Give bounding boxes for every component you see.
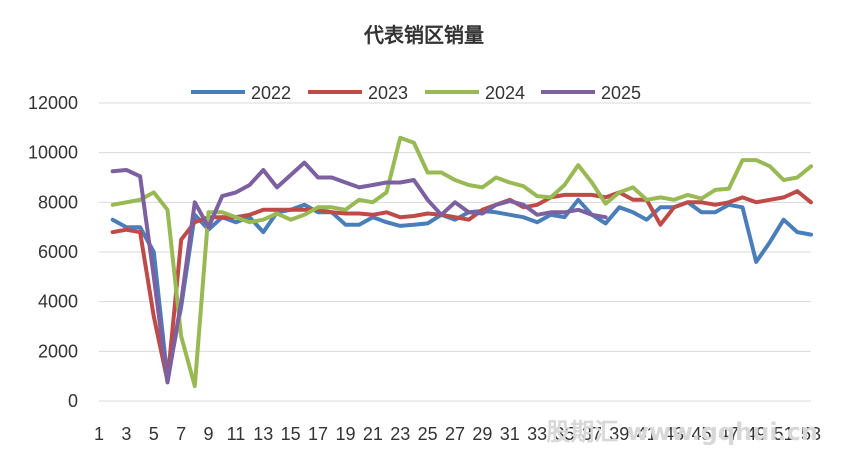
series-line-2022 — [110, 197, 813, 381]
series-line-2024 — [110, 135, 813, 389]
x-axis-tick-labels: 1 3 5 7 9 11 13 15 17 19 21 23 25 27 29 31 33 35 37 39 41 43 4… — [94, 424, 821, 444]
legend-label-2022: 2022 — [251, 83, 291, 103]
y-tick-label: 4000 — [38, 292, 78, 312]
x-tick-label: 53 — [801, 424, 821, 444]
y-tick-label: 8000 — [38, 192, 78, 212]
x-tick-label: 37 — [582, 424, 602, 444]
legend-label-2025: 2025 — [601, 83, 641, 103]
x-tick-label: 11 — [227, 424, 246, 444]
x-tick-label: 51 — [774, 424, 794, 444]
legend-label-2024: 2024 — [485, 83, 525, 103]
series-line-2023 — [110, 189, 813, 384]
y-axis-tick-labels: 0 2000 4000 6000 8000 10000 12000 — [28, 93, 78, 411]
x-tick-label: 15 — [281, 424, 301, 444]
x-tick-label: 33 — [527, 424, 547, 444]
x-tick-label: 21 — [363, 424, 383, 444]
legend: 2022 2023 2024 2025 — [191, 83, 641, 103]
x-tick-label: 29 — [472, 424, 492, 444]
series-line-2025 — [110, 160, 608, 385]
y-tick-label: 0 — [68, 391, 78, 411]
x-tick-label: 39 — [609, 424, 629, 444]
x-tick-label: 35 — [555, 424, 575, 444]
x-tick-label: 25 — [418, 424, 438, 444]
x-tick-label: 41 — [637, 424, 657, 444]
y-tick-label: 10000 — [28, 143, 78, 163]
watermark: 股期汇 www.gqhui.cn — [546, 418, 818, 446]
x-tick-label: 17 — [308, 424, 328, 444]
legend-label-2023: 2023 — [368, 83, 408, 103]
x-tick-label: 43 — [664, 424, 684, 444]
x-tick-label: 23 — [390, 424, 410, 444]
y-tick-label: 2000 — [38, 341, 78, 361]
x-tick-label: 31 — [500, 424, 520, 444]
x-tick-label: 13 — [253, 424, 273, 444]
x-tick-label: 5 — [149, 424, 159, 444]
x-tick-label: 9 — [204, 424, 214, 444]
x-tick-label: 47 — [719, 424, 739, 444]
x-tick-label: 49 — [746, 424, 766, 444]
series-lines — [110, 135, 813, 389]
x-tick-label: 27 — [445, 424, 465, 444]
x-tick-label: 45 — [691, 424, 711, 444]
x-tick-label: 3 — [121, 424, 131, 444]
y-tick-label: 6000 — [38, 242, 78, 262]
chart-title: 代表销区销量 — [363, 23, 484, 47]
x-tick-label: 1 — [94, 424, 104, 444]
y-tick-label: 12000 — [28, 93, 78, 113]
x-tick-label: 7 — [176, 424, 186, 444]
x-tick-label: 19 — [335, 424, 355, 444]
